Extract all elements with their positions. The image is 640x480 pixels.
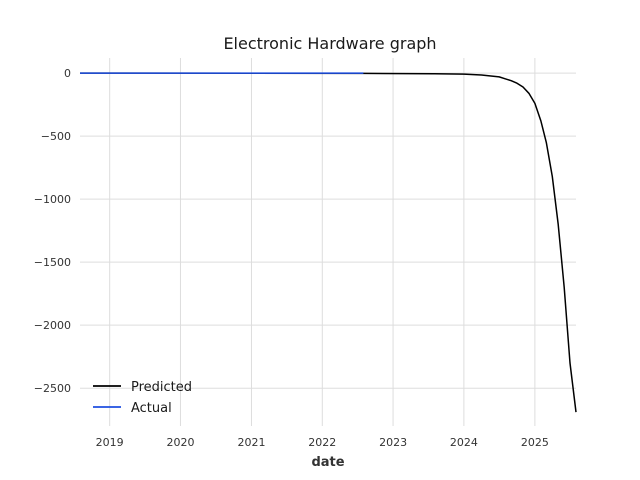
legend-label-actual: Actual bbox=[131, 401, 172, 416]
x-axis-label: date bbox=[311, 455, 344, 470]
x-tick-label: 2019 bbox=[96, 436, 124, 449]
legend-label-predicted: Predicted bbox=[131, 380, 192, 395]
y-tick-label: −1000 bbox=[34, 193, 71, 206]
series-lines bbox=[79, 72, 577, 413]
x-tick-label: 2023 bbox=[379, 436, 407, 449]
x-axis-ticks: 2019 2020 2021 2022 2023 2024 2025 bbox=[96, 436, 549, 449]
x-tick-label: 2024 bbox=[450, 436, 478, 449]
x-tick-label: 2022 bbox=[308, 436, 336, 449]
series-line-predicted bbox=[79, 72, 577, 413]
x-tick-label: 2021 bbox=[237, 436, 265, 449]
y-tick-label: −500 bbox=[41, 130, 71, 143]
y-tick-label: −2000 bbox=[34, 319, 71, 332]
x-tick-label: 2025 bbox=[521, 436, 549, 449]
legend: Predicted Actual bbox=[93, 380, 192, 416]
y-axis-ticks: 0 −500 −1000 −1500 −2000 −2500 bbox=[34, 67, 71, 395]
chart-title: Electronic Hardware graph bbox=[223, 34, 436, 53]
grid bbox=[80, 58, 576, 426]
y-tick-label: 0 bbox=[64, 67, 71, 80]
y-tick-label: −2500 bbox=[34, 382, 71, 395]
x-tick-label: 2020 bbox=[166, 436, 194, 449]
y-tick-label: −1500 bbox=[34, 256, 71, 269]
